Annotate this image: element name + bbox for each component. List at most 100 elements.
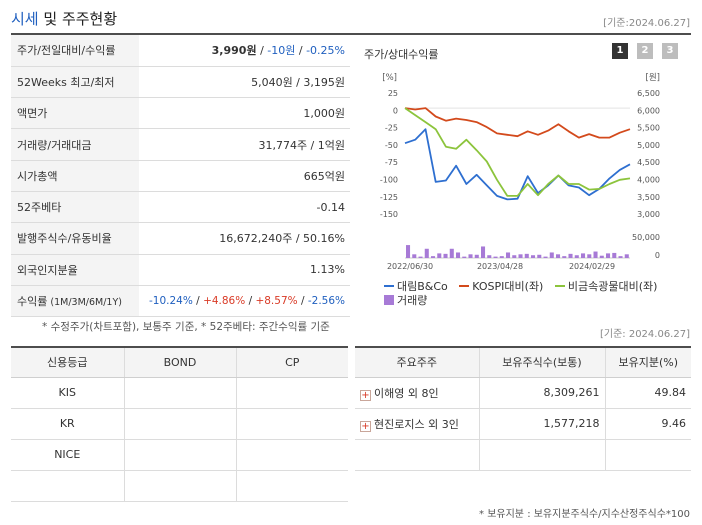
volume-bar xyxy=(474,254,479,258)
expand-icon[interactable]: + xyxy=(360,389,371,401)
legend-volume-label: 거래량 xyxy=(397,294,428,307)
return-3m: +4.86% xyxy=(203,295,246,308)
volume-bar xyxy=(424,248,429,258)
info-value: -0.14 xyxy=(139,191,350,224)
table-row: + 현진로지스 외 3인 1,577,218 9.46 xyxy=(355,408,691,440)
chart-page-2-button[interactable]: 2 xyxy=(637,43,653,59)
info-row-price: 주가/전일대비/수익률 3,990원 / -10원 / -0.25% xyxy=(11,35,350,67)
volume-bar xyxy=(543,256,548,258)
holder-shares: 1,577,218 xyxy=(478,408,605,440)
credit-cp xyxy=(235,377,348,409)
left-unit-label: [%] xyxy=(382,73,397,83)
volume-bar xyxy=(487,255,492,258)
title-highlight: 시세 xyxy=(11,10,39,28)
series-line-kospi xyxy=(404,107,631,139)
holders-header: 주요주주 xyxy=(355,346,479,378)
volume-bar xyxy=(443,253,448,258)
holders-footnote: * 보유지분 : 보유지분주식수/지수산정주식수*100 xyxy=(479,509,690,520)
volume-bar xyxy=(618,256,623,258)
info-row-volume: 거래량/거래대금 31,774주 / 1억원 xyxy=(11,128,350,161)
return-6m: +8.57% xyxy=(255,295,298,308)
y-left-tick-label: 25 xyxy=(388,89,398,98)
info-key: 거래량/거래대금 xyxy=(11,128,139,161)
volume-bar xyxy=(431,256,436,258)
current-price: 3,990원 xyxy=(211,44,257,58)
volume-bar xyxy=(468,254,473,258)
sep: / xyxy=(248,295,253,308)
y-left-tick-label: 0 xyxy=(393,106,398,115)
info-row-mktcap: 시가총액 665억원 xyxy=(11,160,350,192)
return-1y: -2.56% xyxy=(307,295,345,308)
credit-bond xyxy=(123,408,236,440)
volume-bar xyxy=(406,245,411,258)
expand-icon[interactable]: + xyxy=(360,420,371,432)
chart-page-1-button[interactable]: 1 xyxy=(612,43,628,59)
holders-header: 보유지분(%) xyxy=(604,346,691,378)
holders-header-row: 주요주주 보유주식수(보통) 보유지분(%) xyxy=(355,346,691,378)
major-shareholders-table: 주요주주 보유주식수(보통) 보유지분(%) + 이해영 외 8인 8,309,2… xyxy=(355,346,691,471)
holder-name-cell xyxy=(355,439,479,471)
holder-pct xyxy=(604,439,691,471)
info-value: -10.24% / +4.86% / +8.57% / -2.56% xyxy=(139,285,350,318)
y-left-tick-label: -25 xyxy=(385,124,398,133)
info-key: 시가총액 xyxy=(11,160,139,192)
chart-title: 주가/상대수익률 xyxy=(364,48,439,61)
price-change-pct: -0.25% xyxy=(306,44,345,58)
credit-header-row: 신용등급 BOND CP xyxy=(11,346,348,378)
title-rest: 및 주주현황 xyxy=(38,10,118,28)
sep: / xyxy=(295,44,307,58)
info-footnote: * 수정주가(차트포함), 보통주 기준, * 52주베타: 주간수익률 기준 xyxy=(42,321,330,333)
right-unit-label: [원] xyxy=(646,73,660,83)
legend-sector-label: 비금속광물대비(좌) xyxy=(567,280,658,293)
sep: / xyxy=(300,295,305,308)
volume-bar xyxy=(537,254,542,258)
chart-page-3-button[interactable]: 3 xyxy=(662,43,678,59)
legend-company-label: 대림B&Co xyxy=(397,280,448,293)
volume-bar xyxy=(587,254,592,258)
legend-kospi-label: KOSPI대비(좌) xyxy=(472,280,544,293)
table-row xyxy=(355,439,691,471)
info-row-shares: 발행주식수/유동비율 16,672,240주 / 50.16% xyxy=(11,222,350,255)
credit-cp xyxy=(235,439,348,471)
y-right-tick-label: 3,000 xyxy=(637,210,660,219)
legend-sector: 비금속광물대비(좌) xyxy=(554,278,658,294)
volume-bar xyxy=(524,253,529,258)
table-row: NICE xyxy=(11,439,348,471)
volume-bar xyxy=(512,255,517,258)
info-key: 외국인지분율 xyxy=(11,254,139,286)
volume-bar xyxy=(462,256,467,258)
table-row: + 이해영 외 8인 8,309,261 49.84 xyxy=(355,377,691,409)
volume-bar xyxy=(581,253,586,258)
table-row: KR xyxy=(11,408,348,440)
y-left-tick-label: -50 xyxy=(385,141,398,150)
volume-tick-label: 50,000 xyxy=(632,233,660,242)
info-key: 발행주식수/유동비율 xyxy=(11,222,139,255)
volume-bar xyxy=(624,254,629,258)
info-value: 665억원 xyxy=(139,160,350,192)
y-right-tick-label: 6,500 xyxy=(637,89,660,98)
reference-date: [기준:2024.06.27] xyxy=(603,18,690,29)
table-row xyxy=(11,470,348,502)
volume-bar xyxy=(568,253,573,258)
holder-name: 현진로지스 외 3인 xyxy=(374,417,459,431)
y-right-tick-label: 6,000 xyxy=(637,106,660,115)
volume-bar xyxy=(562,256,567,258)
credit-cp xyxy=(235,470,348,502)
volume-bar xyxy=(549,252,554,258)
info-key: 수익률 (1M/3M/6M/1Y) xyxy=(11,285,139,318)
y-left-tick-label: -125 xyxy=(380,193,398,202)
volume-bar xyxy=(493,256,498,258)
returns-label: 수익률 xyxy=(17,295,48,309)
y-right-tick-label: 4,000 xyxy=(637,176,660,185)
y-right-tick-label: 4,500 xyxy=(637,158,660,167)
holders-header: 보유주식수(보통) xyxy=(478,346,605,378)
y-left-tick-label: -75 xyxy=(385,158,398,167)
legend-company-swatch xyxy=(384,285,394,287)
credit-agency xyxy=(11,470,124,502)
info-value: 31,774주 / 1억원 xyxy=(139,128,350,161)
x-tick-label: 2023/04/28 xyxy=(477,262,523,271)
chart-legend: 대림B&Co KOSPI대비(좌) 비금속광물대비(좌) xyxy=(384,277,665,294)
legend-volume-swatch xyxy=(384,295,394,305)
volume-bar xyxy=(449,248,454,258)
y-left-tick-label: -100 xyxy=(380,176,398,185)
